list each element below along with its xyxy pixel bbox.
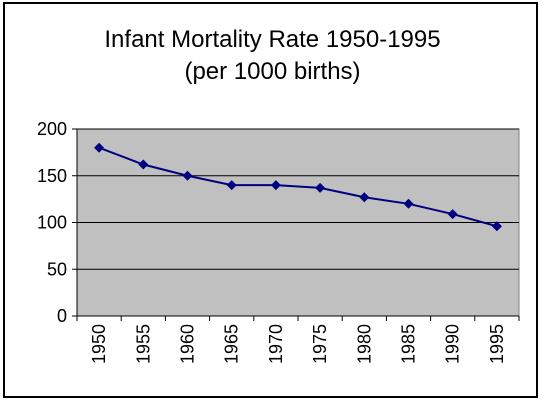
data-point-1980 [359,192,370,203]
x-tick-label-1980: 1980 [354,324,374,364]
data-point-1960 [182,170,193,181]
y-axis-tick-labels: 0 50 100 150 200 [37,119,67,326]
axes [72,128,520,321]
data-point-1955 [138,159,149,170]
series-layer [94,142,502,232]
y-tick-label-100: 100 [37,213,67,233]
series-line-0 [98,146,498,228]
data-point-1965 [226,180,237,191]
y-tick-label-150: 150 [37,166,67,186]
gridlines [77,128,519,270]
x-tick-label-1990: 1990 [443,324,463,364]
x-tick-label-1995: 1995 [487,324,507,364]
x-tick-label-1975: 1975 [310,324,330,364]
data-point-1970 [270,180,281,191]
x-tick-label-1985: 1985 [399,324,419,364]
x-tick-label-1970: 1970 [266,324,286,364]
y-tick-label-0: 0 [57,306,67,326]
data-point-1995 [491,221,502,232]
data-point-1950 [94,142,105,153]
x-tick-label-1955: 1955 [133,324,153,364]
data-point-1990 [447,209,458,220]
chart-title-line-2: (per 1000 births) [184,58,361,85]
data-point-1975 [315,182,326,193]
x-tick-label-1950: 1950 [89,324,109,364]
x-tick-label-1960: 1960 [178,324,198,364]
y-tick-label-50: 50 [47,259,67,279]
x-tick-label-1965: 1965 [222,324,242,364]
x-axis-tick-labels: 1950 1955 1960 1965 1970 1975 1980 1985 1990 1995 [89,324,507,364]
chart-title-line-1: Infant Mortality Rate 1950-1995 [104,26,441,53]
y-tick-label-200: 200 [37,119,67,139]
data-point-1985 [403,198,414,209]
